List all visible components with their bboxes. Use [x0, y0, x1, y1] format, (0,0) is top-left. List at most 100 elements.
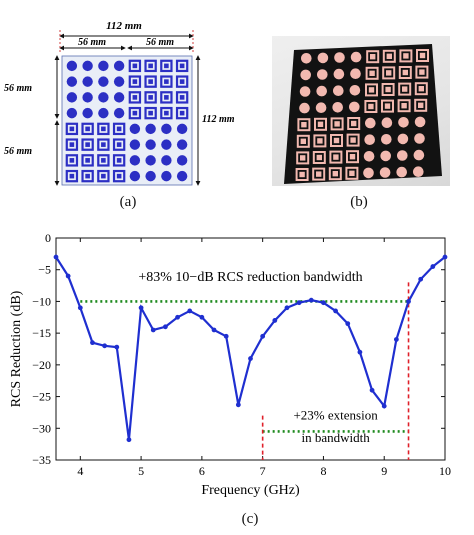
caption-c: (c) [241, 511, 259, 527]
unit-cell-dot [66, 92, 78, 103]
board-cell-dot [299, 86, 311, 97]
data-point [65, 273, 71, 279]
board-cell-dot [396, 166, 407, 178]
board-cell-dot [397, 133, 409, 145]
dim-top-total-label: 112 mm [106, 20, 142, 32]
x-tick-label: 10 [439, 464, 451, 478]
unit-cell-dot [145, 139, 156, 150]
data-point [357, 349, 363, 355]
unit-cell-dot [129, 139, 141, 150]
data-point [442, 254, 448, 260]
board-cell-dot [349, 101, 360, 113]
data-point [308, 297, 314, 303]
unit-cell-dot [66, 60, 78, 72]
y-tick-label: −10 [32, 294, 51, 308]
board-cell-dot [299, 102, 310, 114]
data-point [77, 305, 83, 311]
figure-a-layout: 112 mm 56 mm 56 mm 56 mm 56 mm 112 mm [4, 20, 235, 186]
annotation-extension-line1: +23% extension [293, 407, 378, 422]
board-cell-dot [332, 102, 343, 113]
data-point [235, 402, 241, 408]
y-tick-label: −30 [32, 421, 51, 435]
dim-left-bottom-label: 56 mm [4, 146, 32, 157]
data-point [102, 343, 108, 349]
y-axis-label: RCS Reduction (dB) [9, 290, 24, 407]
annotation-bandwidth: +83% 10−dB RCS reduction bandwidth [138, 270, 362, 285]
board-cell-dot [364, 134, 375, 145]
board-cell-dot [349, 85, 361, 96]
unit-cell-dot [161, 123, 172, 135]
data-point [296, 300, 302, 306]
board-cell-dot [414, 133, 425, 144]
data-point [321, 300, 326, 306]
annotation-extension-line2: in bandwidth [301, 430, 370, 445]
data-point [223, 333, 229, 339]
board-cell-dot [316, 85, 327, 97]
board-cell-dot [333, 68, 345, 80]
data-point [406, 299, 411, 304]
data-point [381, 403, 387, 409]
data-point [163, 324, 168, 330]
data-point [138, 305, 144, 311]
x-axis-label: Frequency (GHz) [201, 483, 300, 498]
unit-cell-dot [113, 107, 125, 119]
board-cell-dot [397, 150, 408, 161]
board-cell-dot [381, 134, 392, 145]
unit-cell-dot [145, 123, 156, 135]
data-point [114, 344, 120, 350]
unit-cell-dot [66, 107, 78, 119]
board-cell-dot [315, 102, 327, 113]
board-cell-dot [350, 51, 362, 63]
dim-top-left-label: 56 mm [78, 37, 106, 48]
unit-cell-dot [98, 60, 109, 72]
data-point [260, 333, 266, 339]
data-point [175, 314, 180, 320]
x-tick-label: 9 [381, 464, 387, 478]
board-cell-dot [333, 85, 344, 96]
board-cell-dot [379, 167, 391, 178]
plot-frame [55, 237, 446, 461]
unit-cell-dot [176, 139, 188, 150]
board-cell-dot [381, 117, 393, 128]
data-point [418, 276, 424, 282]
unit-cell-dot [176, 123, 188, 135]
y-tick-label: 0 [45, 231, 51, 245]
unit-cell-dot [82, 60, 93, 72]
dim-right-label: 112 mm [202, 114, 235, 125]
unit-cell-dot [161, 155, 172, 166]
caption-b: (b) [350, 194, 368, 210]
unit-cell-dot [66, 76, 78, 87]
unit-cell-dot [98, 107, 109, 119]
data-point [248, 356, 253, 361]
board-cell-dot [398, 117, 409, 128]
data-point [199, 314, 205, 320]
unit-cell-dot [145, 170, 156, 182]
y-tick-label: −15 [32, 326, 51, 340]
unit-cell-dot [113, 92, 125, 103]
unit-cell-dot [98, 92, 109, 103]
board-cell-dot [301, 53, 312, 64]
data-point [345, 321, 351, 327]
x-tick-label: 5 [138, 464, 144, 478]
data-point [430, 264, 436, 269]
board-cell-dot [317, 52, 329, 64]
unit-cell-dot [129, 155, 141, 166]
board-cell-dot [317, 69, 328, 80]
dim-left-top-label: 56 mm [4, 83, 32, 94]
unit-cell-dot [145, 155, 156, 166]
data-point [284, 305, 290, 311]
unit-cell-dot [98, 76, 109, 87]
dim-top-right-label: 56 mm [146, 37, 174, 48]
y-tick-label: −20 [32, 358, 51, 372]
board-cell-dot [350, 68, 361, 79]
data-point [369, 387, 375, 393]
unit-cell-dot [129, 123, 141, 135]
y-tick-label: −25 [32, 390, 51, 404]
unit-cell-dot [113, 76, 125, 87]
data-point [150, 327, 156, 333]
rcs-chart: 4 5 6 7 8 9 10 0 −5 −10 −15 −20 −25 −30 −35 +83% 10−dB… [9, 231, 451, 498]
unit-cell-dot [113, 60, 125, 72]
unit-cell-dot [161, 139, 172, 150]
board-cell-dot [365, 117, 376, 129]
unit-cell-dot [129, 170, 141, 182]
